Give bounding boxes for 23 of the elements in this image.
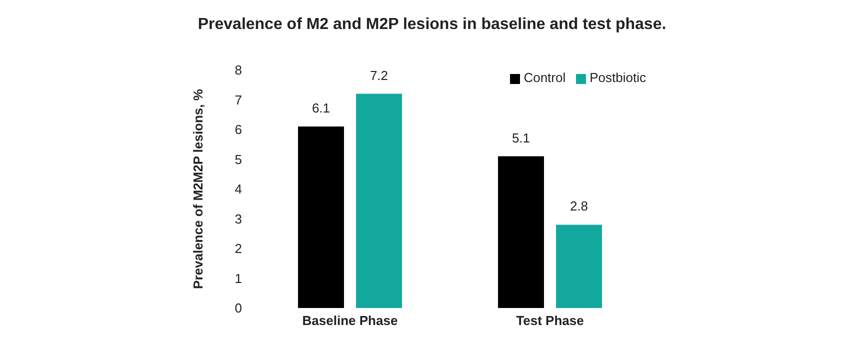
y-tick-label: 3 [234,211,242,226]
bar [556,224,602,308]
y-tick-label: 6 [234,122,242,138]
y-tick-label: 1 [234,270,242,286]
x-tick-label: Baseline Phase [302,313,398,328]
y-axis-title: Prevalence of M2M2P lesions, % [190,88,206,289]
y-tick-label: 2 [234,241,242,256]
data-label: 2.8 [570,198,588,214]
bar [498,156,544,308]
y-tick-label: 4 [234,182,242,197]
bar [356,94,402,308]
legend-label: Postbiotic [590,70,646,85]
bar [298,126,344,308]
data-label: 5.1 [512,130,530,146]
data-label: 6.1 [312,100,330,116]
y-tick-label: 7 [234,92,242,108]
legend-label: Control [524,70,566,85]
y-tick-label: 0 [234,300,242,316]
y-tick-label: 5 [234,152,242,167]
x-tick-label: Test Phase [516,313,584,328]
data-label: 7.2 [370,68,388,83]
y-tick-label: 8 [234,62,242,78]
chart-title: Prevalence of M2 and M2P lesions in baseline and test phase. [196,16,668,34]
